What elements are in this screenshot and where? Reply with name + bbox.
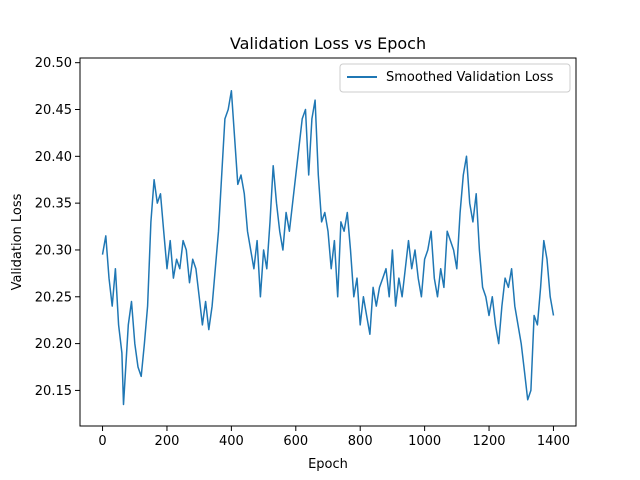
y-tick-label: 20.45 — [35, 103, 72, 118]
y-tick-label: 20.35 — [35, 197, 72, 212]
legend-box — [339, 63, 571, 93]
x-tick-label: 1400 — [537, 434, 570, 449]
y-tick-label: 20.25 — [35, 290, 72, 305]
x-tick-label: 1000 — [408, 434, 441, 449]
x-tick-label: 600 — [283, 434, 308, 449]
y-axis-title: Validation Loss — [10, 193, 25, 290]
x-tick-label: 400 — [219, 434, 244, 449]
plot-area — [101, 90, 555, 406]
x-tick-label: 200 — [155, 434, 180, 449]
legend: Smoothed Validation Loss — [339, 63, 571, 93]
y-tick-label: 20.50 — [35, 56, 72, 71]
axes-frame — [79, 57, 577, 427]
y-tick-label: 20.40 — [35, 150, 72, 165]
x-tick-label: 800 — [348, 434, 373, 449]
x-tick-label: 0 — [98, 434, 106, 449]
legend-label: Smoothed Validation Loss — [386, 70, 554, 85]
x-tick-label: 1200 — [472, 434, 505, 449]
y-tick-label: 20.15 — [35, 384, 72, 399]
x-axis-title: Epoch — [308, 457, 348, 472]
y-tick-label: 20.30 — [35, 243, 72, 258]
chart-title: Validation Loss vs Epoch — [230, 34, 426, 53]
y-tick-label: 20.20 — [35, 337, 72, 352]
series-line-smoothed-validation-loss — [101, 90, 555, 406]
y-axis: 20.15 20.20 20.25 20.30 20.35 20.40 20.45 20.50 — [35, 56, 80, 399]
x-axis: 0 200 400 600 800 1000 1200 1400 — [98, 426, 570, 449]
